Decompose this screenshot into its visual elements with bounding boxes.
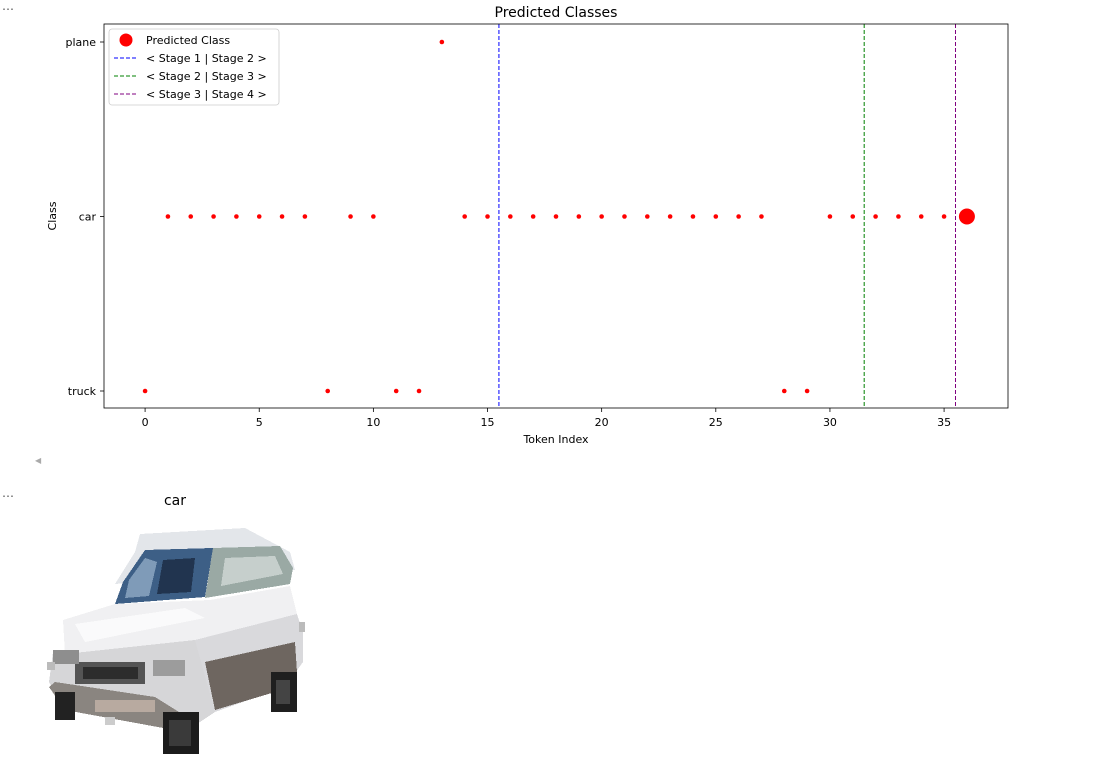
x-tick-label: 5 — [256, 416, 263, 429]
predicted-class-point — [393, 388, 399, 394]
predicted-class-point — [416, 388, 422, 394]
predicted-class-point — [781, 388, 787, 394]
x-tick-label: 10 — [366, 416, 380, 429]
predicted-class-point — [371, 214, 376, 219]
predicted-class-point — [348, 214, 353, 219]
predicted-class-point — [508, 214, 513, 219]
y-tick-label-plane: plane — [65, 36, 96, 49]
predicted-class-point — [896, 214, 901, 219]
predicted-class-point — [645, 214, 650, 219]
x-tick-label: 30 — [823, 416, 837, 429]
predicted-class-point — [873, 214, 878, 219]
x-tick-label: 25 — [709, 416, 723, 429]
x-tick-label: 15 — [481, 416, 495, 429]
predicted-class-point — [256, 214, 262, 219]
predicted-class-point — [667, 214, 673, 219]
legend-marker — [119, 33, 133, 47]
legend-label: < Stage 1 | Stage 2 > — [146, 52, 267, 65]
predicted-class-point — [234, 214, 239, 219]
predicted-class-point — [827, 214, 833, 219]
predicted-class-point — [165, 214, 171, 219]
y-axis-label: Class — [46, 201, 59, 230]
predicted-class-point — [553, 214, 559, 219]
chart-title: Predicted Classes — [495, 5, 618, 21]
predicted-class-point — [599, 214, 604, 219]
legend-label: < Stage 3 | Stage 4 > — [146, 88, 267, 101]
predicted-class-point — [211, 214, 216, 219]
predicted-class-point — [759, 214, 764, 219]
predicted-class-point — [576, 214, 582, 219]
predicted-class-point — [302, 214, 308, 219]
predicted-class-point — [736, 214, 741, 219]
x-tick-label: 0 — [142, 416, 149, 429]
predicted-class-point — [279, 214, 285, 219]
predicted-class-point — [918, 214, 924, 219]
predicted-class-point — [622, 214, 627, 219]
output-prompt-1[interactable]: … — [2, 0, 14, 13]
legend-label: < Stage 2 | Stage 3 > — [146, 70, 267, 83]
predicted-classes-chart: Predicted Classes 0 5 10 15 20 25 30 35 truck car p… — [46, 5, 1009, 446]
predicted-class-point — [462, 214, 467, 219]
legend-label: Predicted Class — [146, 34, 230, 47]
predicted-class-point — [690, 214, 696, 219]
predicted-class-point — [804, 388, 810, 394]
y-tick-label-car: car — [79, 211, 97, 224]
output-prompt-2[interactable]: … — [2, 486, 14, 500]
predicted-class-point — [188, 214, 194, 219]
predicted-class-point — [530, 214, 536, 219]
predicted-class-point — [850, 214, 856, 219]
y-tick-label-truck: truck — [68, 385, 97, 398]
plot-frame — [103, 23, 1009, 409]
car-image — [45, 522, 307, 762]
predicted-class-point — [325, 388, 331, 394]
predicted-class-point — [941, 214, 947, 219]
legend: Predicted Class < Stage 1 | Stage 2 > < St… — [108, 28, 280, 106]
x-tick-label: 35 — [937, 416, 951, 429]
predicted-class-point — [142, 388, 148, 394]
predicted-class-point-final — [958, 208, 975, 225]
image-title: car — [163, 493, 187, 509]
legend-box — [108, 28, 280, 106]
predicted-class-point — [439, 39, 445, 45]
predicted-class-point — [485, 214, 490, 219]
predicted-class-point — [713, 214, 719, 219]
x-tick-label: 20 — [595, 416, 609, 429]
x-axis-label: Token Index — [522, 433, 589, 446]
scroll-left-icon[interactable]: ◀ — [35, 456, 42, 465]
